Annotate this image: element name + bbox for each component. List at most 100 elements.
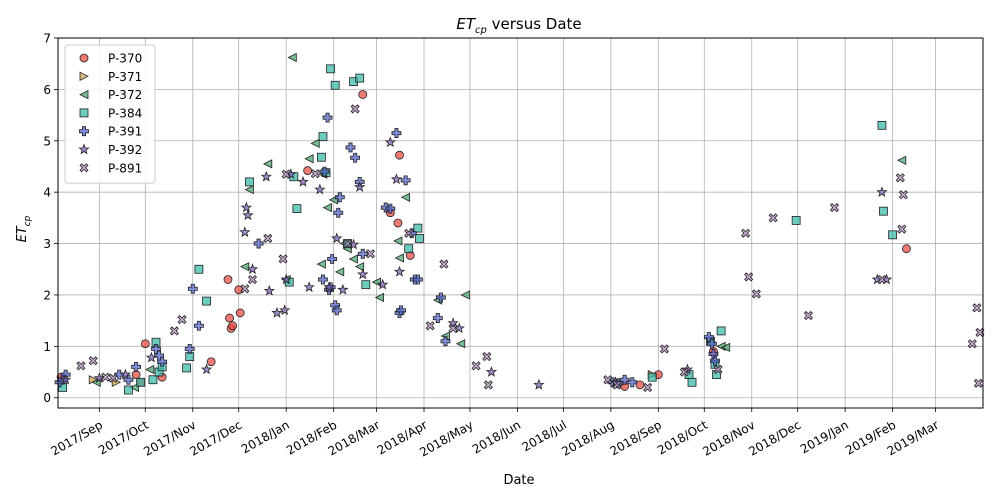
series-p-384: [58, 64, 898, 395]
data-point: [896, 155, 907, 165]
data-point: [455, 339, 466, 349]
data-point: [357, 268, 369, 280]
data-point: [318, 132, 328, 142]
data-point: [322, 112, 333, 123]
data-point: [877, 274, 887, 285]
data-point: [334, 192, 345, 203]
data-point: [384, 136, 396, 148]
data-point: [888, 230, 898, 240]
data-point: [439, 259, 449, 269]
data-point: [716, 326, 726, 336]
data-point: [365, 249, 375, 259]
data-point: [485, 366, 498, 377]
data-point: [404, 244, 414, 254]
data-point: [393, 218, 403, 228]
data-point: [314, 183, 326, 195]
axis-ticks: 2017/Sep2017/Oct2017/Nov2017/Dec2018/Jan…: [43, 32, 941, 460]
data-point: [124, 385, 133, 395]
data-point: [358, 90, 368, 99]
legend-marker: [79, 108, 89, 118]
data-point: [447, 317, 459, 329]
data-point: [108, 373, 118, 383]
data-point: [140, 339, 150, 349]
data-point: [333, 207, 344, 218]
data-point: [345, 142, 356, 153]
legend-marker: [79, 163, 89, 173]
data-point: [322, 202, 332, 213]
data-point: [263, 233, 273, 243]
series-p-891: [76, 104, 985, 393]
data-point: [350, 152, 361, 163]
data-point: [292, 204, 302, 214]
data-point: [350, 104, 360, 114]
data-point: [193, 320, 204, 331]
legend-label: P-384: [108, 106, 142, 120]
data-point: [643, 382, 653, 393]
data-point: [902, 244, 911, 254]
data-point: [720, 342, 731, 353]
data-point: [483, 380, 493, 390]
data-point: [337, 283, 349, 295]
legend-marker: [79, 71, 89, 81]
series-p-392: [59, 136, 893, 390]
data-point: [973, 378, 983, 388]
data-point: [412, 274, 423, 285]
data-point: [228, 321, 237, 331]
data-point: [326, 64, 335, 74]
data-point: [169, 326, 179, 336]
data-point: [967, 339, 977, 349]
series-p-371: [88, 369, 658, 387]
data-point: [318, 274, 328, 285]
data-point: [710, 355, 720, 366]
data-point: [361, 280, 371, 290]
data-point: [897, 224, 907, 234]
data-point: [404, 228, 414, 238]
data-point: [627, 377, 638, 388]
data-point: [303, 166, 313, 175]
series-p-372: [91, 52, 907, 393]
data-point: [184, 344, 195, 354]
y-axis-label: ETcp: [15, 215, 33, 242]
data-point: [187, 283, 198, 294]
data-point: [707, 338, 717, 349]
data-point: [287, 52, 297, 63]
data-point: [877, 120, 887, 130]
data-point: [123, 374, 134, 385]
data-point: [240, 201, 253, 213]
data-point: [225, 313, 234, 323]
data-point: [331, 305, 342, 316]
data-point: [327, 254, 338, 264]
data-point: [713, 364, 723, 375]
data-point: [471, 361, 481, 371]
y-tick-label: 6: [43, 83, 51, 97]
data-point: [395, 150, 404, 160]
data-point: [319, 166, 330, 177]
data-point: [240, 284, 250, 294]
data-point: [253, 238, 264, 249]
legend-marker: [79, 53, 89, 63]
data-point: [413, 223, 423, 233]
data-point: [898, 190, 908, 200]
data-point: [415, 234, 424, 243]
data-point: [354, 262, 365, 272]
data-point: [895, 173, 905, 183]
data-point: [148, 375, 158, 385]
data-point: [377, 278, 389, 290]
chart-title: ETcp versus Date: [456, 15, 581, 36]
data-point: [355, 73, 365, 83]
data-point: [768, 213, 778, 223]
data-point: [59, 373, 72, 385]
data-point: [400, 192, 411, 202]
plot-frame: [57, 37, 984, 409]
data-point: [202, 296, 211, 306]
data-point: [200, 363, 213, 375]
data-point: [357, 248, 368, 259]
data-point: [741, 228, 751, 238]
data-point: [448, 323, 458, 333]
data-point: [157, 356, 168, 367]
data-point: [260, 170, 272, 182]
data-point: [182, 363, 192, 373]
data-point: [310, 169, 320, 179]
data-point: [619, 374, 630, 385]
